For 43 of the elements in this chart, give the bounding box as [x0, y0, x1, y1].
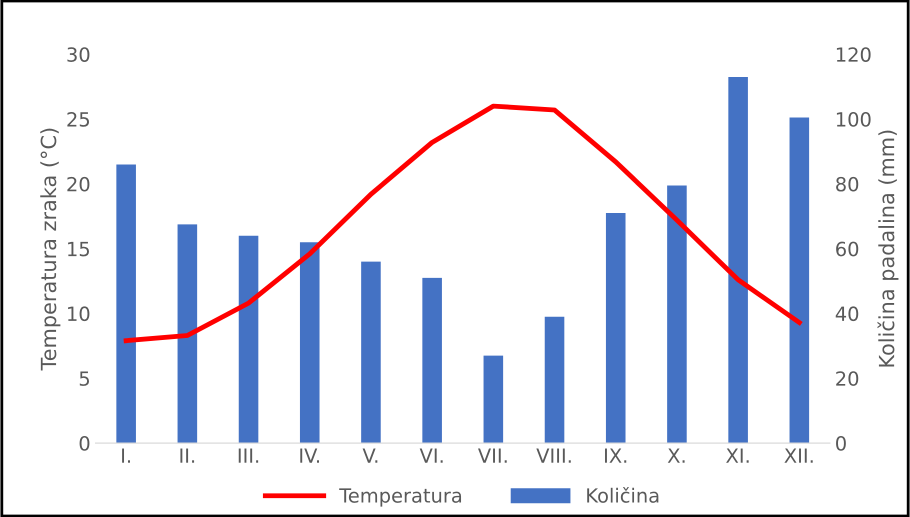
- x-tick-label: IX.: [605, 448, 626, 463]
- y-tick-label: 0: [80, 436, 90, 451]
- x-tick-label: XII.: [784, 448, 813, 463]
- bar: [667, 186, 687, 444]
- x-tick-label: I.: [122, 448, 130, 463]
- y2-tick-label: 40: [836, 306, 858, 322]
- bar: [484, 356, 504, 444]
- x-tick-label: IV.: [300, 448, 319, 463]
- bar: [606, 213, 626, 444]
- x-tick-label: VII.: [478, 448, 507, 463]
- x-tick-label: XI.: [726, 448, 749, 463]
- bar: [544, 316, 564, 444]
- bar: [422, 278, 442, 444]
- bar: [300, 242, 320, 444]
- y-tick-label: 10: [68, 306, 90, 322]
- y-tick-label: 15: [68, 242, 89, 256]
- x-tick-label: VI.: [420, 448, 443, 463]
- y2-tick-label: 80: [836, 176, 858, 192]
- y2-tick-label: 0: [836, 436, 846, 451]
- y-axis-title: Temperatura zraka (°C): [40, 128, 60, 371]
- legend-label: Količina: [587, 487, 658, 503]
- bar: [178, 224, 198, 444]
- bar: [361, 262, 381, 444]
- bar: [116, 164, 136, 444]
- bar: [728, 76, 748, 444]
- y2-axis-title: Količina padalina (mm): [877, 130, 898, 367]
- bar: [790, 117, 810, 444]
- x-tick-label: V.: [362, 448, 378, 463]
- x-tick-label: X.: [668, 448, 685, 463]
- y-tick-label: 25: [67, 112, 89, 127]
- bar: [238, 236, 258, 444]
- legend-label: Temperatura: [339, 488, 462, 507]
- x-tick-label: VIII.: [536, 448, 571, 463]
- x-tick-label: II.: [180, 448, 194, 463]
- y2-tick-label: 100: [836, 112, 871, 127]
- y-tick-label: 5: [80, 371, 89, 386]
- y-tick-label: 20: [67, 176, 90, 192]
- x-tick-label: III.: [238, 448, 258, 463]
- y2-tick-label: 20: [836, 371, 858, 386]
- y2-tick-label: 60: [836, 242, 858, 256]
- y2-tick-label: 120: [836, 47, 871, 62]
- y-tick-label: 30: [67, 47, 90, 62]
- line-series: [124, 104, 802, 344]
